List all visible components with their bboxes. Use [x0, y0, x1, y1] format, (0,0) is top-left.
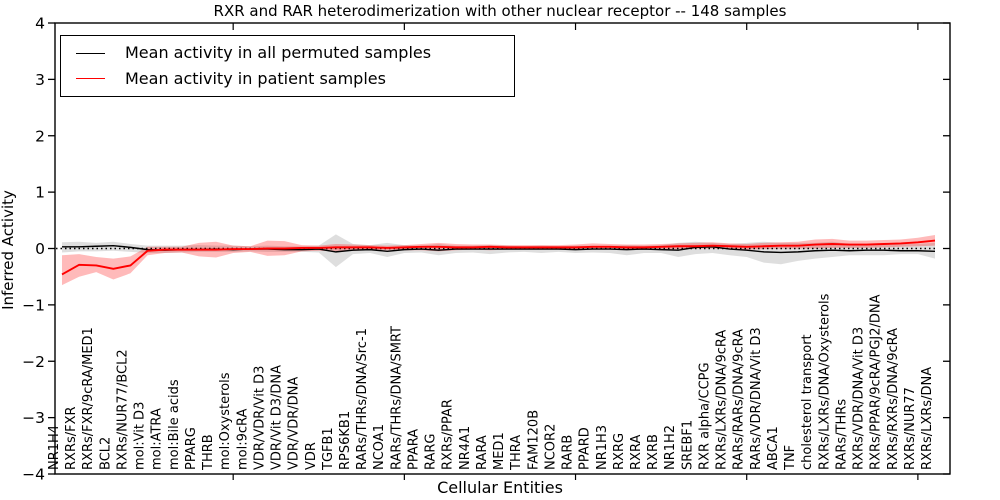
- x-tick-label: MED1: [492, 432, 507, 470]
- x-tick-label: PPARD: [578, 427, 593, 470]
- x-tick-label: RXRA: [629, 435, 644, 470]
- legend-entry-permuted: Mean activity in all permuted samples: [76, 45, 514, 61]
- x-tick-label: TNF: [783, 445, 798, 471]
- x-tick-label: RXRs/FXR/9cRA/MED1: [81, 327, 96, 470]
- x-tick-label: VDR/Vit D3/DNA: [270, 365, 285, 470]
- x-tick-label: cholesterol transport: [800, 334, 815, 470]
- permuted-line-swatch: [76, 52, 105, 54]
- x-tick-label: RARs/THRs/DNA/Src-1: [355, 328, 370, 470]
- y-axis-title: Inferred Activity: [0, 190, 17, 310]
- legend-label-patient: Mean activity in patient samples: [125, 68, 386, 88]
- x-tick-label: RARB: [561, 435, 576, 470]
- x-tick-label: NR1H3: [595, 425, 610, 470]
- x-tick-label: BCL2: [98, 437, 113, 470]
- x-tick-label: TGFB1: [321, 427, 336, 471]
- x-tick-label: NCOR2: [543, 424, 558, 470]
- legend-label-permuted: Mean activity in all permuted samples: [125, 43, 432, 63]
- x-tick-label: RXR alpha/CCPG: [697, 362, 712, 470]
- x-tick-label: NCOA1: [372, 424, 387, 470]
- x-tick-label: RXRG: [612, 433, 627, 470]
- x-tick-label: mol:Bile acids: [167, 379, 182, 470]
- y-tick-label: −4: [22, 466, 45, 484]
- x-tick-label: RXRs/NUR77: [903, 387, 918, 470]
- x-tick-label: RXRs/PPAR/9cRA/PGJ2/DNA: [869, 294, 884, 470]
- x-tick-label: RXRs/RXRs/DNA/9cRA: [886, 328, 901, 470]
- y-tick-label: 4: [35, 15, 45, 33]
- x-tick-label: RARs/THRs: [834, 399, 849, 470]
- y-tick-label: 0: [35, 240, 45, 258]
- legend: Mean activity in all permuted samples Me…: [60, 35, 515, 97]
- y-tick-label: 3: [35, 71, 45, 89]
- permuted-band: [62, 234, 935, 268]
- chart-title: RXR and RAR heterodimerization with othe…: [213, 2, 787, 20]
- y-tick-label: −2: [22, 353, 45, 371]
- x-tick-label: VDR/VDR/DNA: [287, 377, 302, 470]
- x-tick-label: FAM120B: [526, 410, 541, 470]
- y-tick-label: 2: [35, 127, 45, 145]
- patient-line: [61, 239, 936, 276]
- x-tick-label: RARG: [424, 433, 439, 470]
- legend-entry-patient: Mean activity in patient samples: [76, 68, 514, 88]
- x-tick-label: RXRs/LXRs/DNA/Oxysterols: [817, 293, 832, 470]
- y-tick-label: −1: [22, 296, 45, 314]
- x-tick-label: RARs/THRs/DNA/SMRT: [389, 326, 404, 470]
- x-tick-label: RXRs/LXRs/DNA: [920, 367, 935, 470]
- x-tick-label: RXRs/LXRs/DNA/9cRA: [715, 330, 730, 470]
- x-tick-label: RXRs/VDR/DNA/Vit D3: [852, 327, 867, 470]
- x-tick-label: NR4A1: [458, 426, 473, 470]
- x-tick-label: SREBF1: [680, 420, 695, 470]
- x-tick-label: VDR: [304, 442, 319, 470]
- y-tick-label: 1: [35, 184, 45, 202]
- x-tick-label: RARA: [475, 435, 490, 470]
- x-tick-label: RXRs/FXR: [64, 406, 79, 470]
- x-tick-label: RPS6KB1: [338, 411, 353, 470]
- x-tick-label: THRB: [201, 434, 216, 471]
- y-tick-label: −3: [22, 409, 45, 427]
- x-tick-label: RARs/RARs/DNA/9cRA: [732, 329, 747, 470]
- x-tick-label: PPARG: [184, 427, 199, 470]
- x-tick-label: mol:ATRA: [150, 408, 165, 470]
- x-tick-label: mol:9cRA: [235, 408, 250, 470]
- x-tick-label: NR1H2: [663, 425, 678, 470]
- x-tick-label: RXRB: [646, 434, 661, 470]
- x-axis-title: Cellular Entities: [437, 478, 563, 497]
- x-tick-label: VDR/VDR/Vit D3: [252, 366, 267, 470]
- x-tick-label: NR1H4: [47, 425, 62, 470]
- x-tick-label: THRA: [509, 435, 524, 471]
- x-tick-label: RXRs/NUR77/BCL2: [115, 349, 130, 470]
- x-tick-label: mol:Vit D3: [133, 402, 148, 470]
- patient-line-swatch: [76, 78, 105, 80]
- x-tick-label: RXRs/PPAR: [441, 399, 456, 470]
- x-tick-label: RARs/VDR/DNA/Vit D3: [749, 327, 764, 470]
- x-tick-label: PPARA: [406, 429, 421, 470]
- x-tick-label: mol:Oxysterols: [218, 372, 233, 470]
- x-tick-label: ABCA1: [766, 426, 781, 470]
